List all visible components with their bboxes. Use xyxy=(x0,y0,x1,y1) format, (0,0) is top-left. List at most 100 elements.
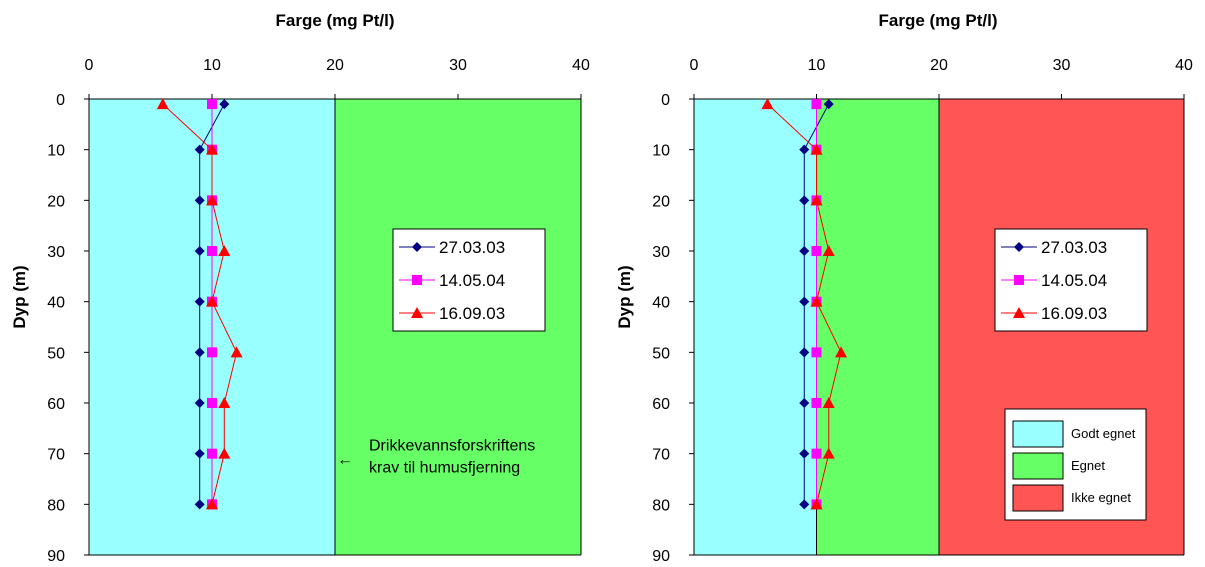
data-point xyxy=(207,347,217,358)
legend-marker xyxy=(412,275,422,285)
series-27.03.03 xyxy=(799,99,834,510)
data-point xyxy=(194,448,205,459)
y-tick-label: 50 xyxy=(652,345,670,362)
data-point xyxy=(822,397,835,408)
data-point xyxy=(194,499,205,510)
data-point xyxy=(194,398,205,408)
data-point xyxy=(835,346,847,358)
y-tick-label: 80 xyxy=(47,497,65,514)
zone-legend-swatch xyxy=(1012,452,1064,480)
x-tick-label: 10 xyxy=(808,57,826,74)
data-point xyxy=(810,194,823,206)
legend-label: 14.05.04 xyxy=(439,271,505,290)
zone-legend-swatch xyxy=(1012,420,1064,448)
x-tick-label: 30 xyxy=(449,57,467,74)
data-point xyxy=(207,398,217,408)
data-point xyxy=(194,144,205,155)
data-point xyxy=(799,195,810,206)
data-point xyxy=(799,499,810,510)
series-16.09.03 xyxy=(156,98,243,510)
x-tick-label: 40 xyxy=(572,57,590,74)
y-axis-label: Dyp (m) xyxy=(615,265,634,328)
data-point xyxy=(799,448,810,459)
legend-marker xyxy=(411,307,423,318)
data-point xyxy=(218,397,231,408)
chart-right: Farge (mg Pt/l) 0 10 20 30 40 0 10 20 30 40 50 60 70 8… xyxy=(602,0,1204,565)
data-point xyxy=(811,398,822,408)
data-point xyxy=(218,447,231,459)
x-tick-label: 0 xyxy=(85,57,94,74)
data-point xyxy=(799,296,810,307)
y-tick-label: 0 xyxy=(661,92,670,109)
zone-legend-swatch xyxy=(1012,484,1064,512)
annotation-line1: Drikkevannsforskriftens xyxy=(369,438,535,455)
y-tick-label: 40 xyxy=(652,295,670,312)
data-point xyxy=(810,295,823,307)
data-point xyxy=(822,447,835,459)
zone-legend: Godt egnet Egnet Ikke egnet xyxy=(1004,408,1147,521)
data-point xyxy=(799,347,810,358)
chart-left: Farge (mg Pt/l) 0 10 20 30 40 0 10 20 30 40 50 60 70 8… xyxy=(0,0,602,565)
y-tick-label: 10 xyxy=(47,143,65,160)
data-point xyxy=(822,245,835,256)
y-tick-label: 60 xyxy=(652,396,670,413)
y-tick-label: 30 xyxy=(652,244,670,261)
series-16.09.03 xyxy=(761,98,847,510)
y-tick-label: 60 xyxy=(47,396,65,413)
data-point xyxy=(811,347,822,358)
chart-right-svg: Farge (mg Pt/l) 0 10 20 30 40 0 10 20 30 40 50 60 70 8… xyxy=(615,11,1193,565)
chart-title: Farge (mg Pt/l) xyxy=(878,11,997,30)
x-tick-label: 20 xyxy=(930,57,948,74)
series-legend: 27.03.03 14.05.04 16.09.03 xyxy=(392,228,546,332)
data-point xyxy=(230,346,243,358)
y-axis-label: Dyp (m) xyxy=(10,265,29,328)
legend-marker xyxy=(1014,275,1024,285)
zone-godt-egnet xyxy=(694,99,817,555)
data-point xyxy=(207,448,217,459)
zone-legend-label: Egnet xyxy=(1071,458,1105,473)
x-tick-label: 30 xyxy=(1053,57,1071,74)
x-tick-label: 0 xyxy=(690,57,699,74)
legend-label: 16.09.03 xyxy=(439,304,505,323)
data-point xyxy=(218,245,231,256)
data-point xyxy=(206,295,218,307)
y-tick-label: 30 xyxy=(47,244,65,261)
x-tick-label: 40 xyxy=(1175,57,1193,74)
data-point xyxy=(194,296,205,307)
data-point xyxy=(194,195,205,206)
data-point xyxy=(206,194,218,206)
data-point xyxy=(194,347,205,358)
data-point xyxy=(810,498,823,510)
data-point xyxy=(799,398,810,408)
y-tick-label: 70 xyxy=(47,447,65,464)
legend-label: 27.03.03 xyxy=(1041,238,1107,257)
legend-marker xyxy=(1013,307,1025,318)
legend-label: 14.05.04 xyxy=(1041,271,1107,290)
y-tick-label: 50 xyxy=(47,345,65,362)
x-tick-label: 10 xyxy=(203,57,221,74)
data-point xyxy=(156,98,169,110)
y-tick-label: 90 xyxy=(652,548,670,562)
legend-marker xyxy=(1014,242,1024,252)
data-point xyxy=(194,246,205,256)
y-tick-label: 20 xyxy=(47,193,65,210)
data-point xyxy=(811,246,822,256)
zone-egnet xyxy=(816,99,939,555)
y-tick-label: 0 xyxy=(56,92,65,109)
chart-title: Farge (mg Pt/l) xyxy=(275,11,394,30)
y-tick-label: 40 xyxy=(47,295,65,312)
y-tick-label: 10 xyxy=(652,143,670,160)
data-point xyxy=(219,99,230,110)
zone-legend-label: Ikke egnet xyxy=(1071,490,1131,505)
data-point xyxy=(206,498,218,510)
data-point xyxy=(206,143,218,155)
y-tick-label: 20 xyxy=(652,193,670,210)
legend-label: 27.03.03 xyxy=(439,238,505,257)
data-point xyxy=(810,143,823,155)
data-point xyxy=(823,99,834,110)
chart-left-svg: Farge (mg Pt/l) 0 10 20 30 40 0 10 20 30 40 50 60 70 8… xyxy=(10,11,590,565)
legend-marker xyxy=(412,242,422,252)
zone-legend-label: Godt egnet xyxy=(1071,426,1136,441)
series-legend: 27.03.03 14.05.04 16.09.03 xyxy=(994,228,1148,332)
annotation-arrow: ← xyxy=(337,452,353,469)
